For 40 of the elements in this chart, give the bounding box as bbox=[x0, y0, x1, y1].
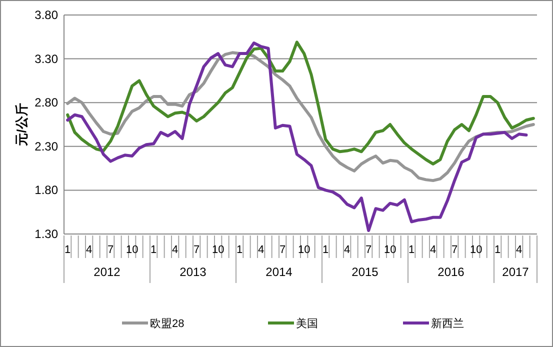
line-series bbox=[66, 40, 535, 166]
x-tick-label: 7 bbox=[366, 244, 372, 256]
x-tick-label: 4 bbox=[258, 244, 264, 256]
x-tick-label: 7 bbox=[280, 244, 286, 256]
x-tick-label: 10 bbox=[384, 244, 396, 256]
x-tick-label: 10 bbox=[126, 244, 138, 256]
x-tick-label: 4 bbox=[344, 244, 350, 256]
line-series bbox=[66, 42, 528, 232]
x-tick-label: 1 bbox=[494, 244, 501, 256]
y-tick-label: 2.30 bbox=[34, 139, 58, 154]
legend-label: 美国 bbox=[296, 317, 318, 330]
x-tick-label: 1 bbox=[322, 244, 329, 256]
y-tick-label: 1.80 bbox=[34, 183, 58, 198]
x-tick-label: 7 bbox=[452, 244, 458, 256]
x-tick-label: 7 bbox=[194, 244, 200, 256]
x-tick-label: 4 bbox=[516, 244, 522, 256]
x-tick-label: 1 bbox=[236, 244, 243, 256]
text: 2015 bbox=[352, 265, 379, 279]
text: 2013 bbox=[180, 265, 207, 279]
x-tick-label: 1 bbox=[64, 244, 71, 256]
text: 2014 bbox=[266, 265, 293, 279]
x-tick-label: 1 bbox=[408, 244, 415, 256]
x-tick-label: 4 bbox=[430, 244, 436, 256]
x-tick-label: 10 bbox=[212, 244, 224, 256]
x-tick-label: 7 bbox=[108, 244, 114, 256]
y-tick-label: 1.30 bbox=[34, 227, 58, 241]
y-axis-title: 元/公斤 bbox=[14, 103, 29, 147]
legend-label: 欧盟28 bbox=[150, 318, 184, 330]
x-tick-label: 10 bbox=[298, 244, 310, 256]
text: 2016 bbox=[438, 265, 465, 279]
y-tick-label: 3.80 bbox=[34, 8, 58, 22]
x-tick-label: 4 bbox=[86, 244, 92, 256]
x-tick-label: 1 bbox=[150, 244, 157, 256]
text: 2012 bbox=[94, 265, 121, 279]
y-tick-label: 3.30 bbox=[34, 52, 58, 66]
text: 2017 bbox=[502, 265, 530, 279]
x-tick-label: 10 bbox=[470, 244, 482, 256]
y-tick-label: 2.80 bbox=[34, 96, 58, 110]
legend-label: 新西兰 bbox=[431, 317, 464, 330]
x-tick-label: 4 bbox=[172, 244, 178, 256]
